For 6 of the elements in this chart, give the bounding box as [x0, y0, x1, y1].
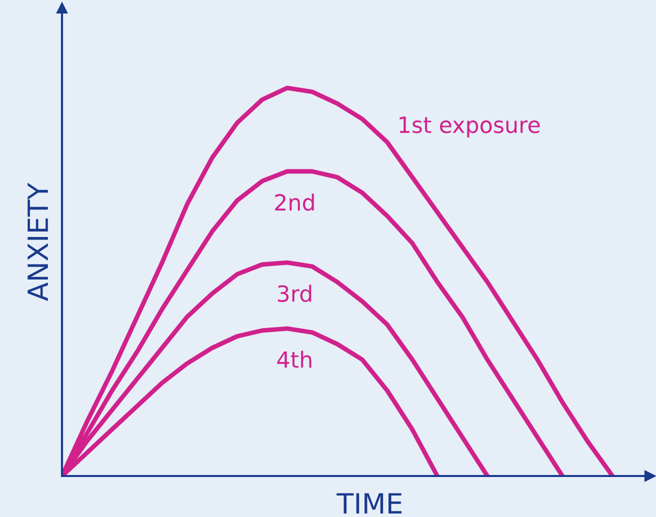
x-axis-title: TIME [336, 493, 402, 514]
y-axis-title: ANXIETY [28, 182, 48, 302]
series-label: 2nd [275, 194, 314, 211]
series-label: 1st exposure [400, 116, 540, 138]
series-label: 3rd [278, 284, 312, 302]
series-label: 4th [277, 350, 312, 368]
